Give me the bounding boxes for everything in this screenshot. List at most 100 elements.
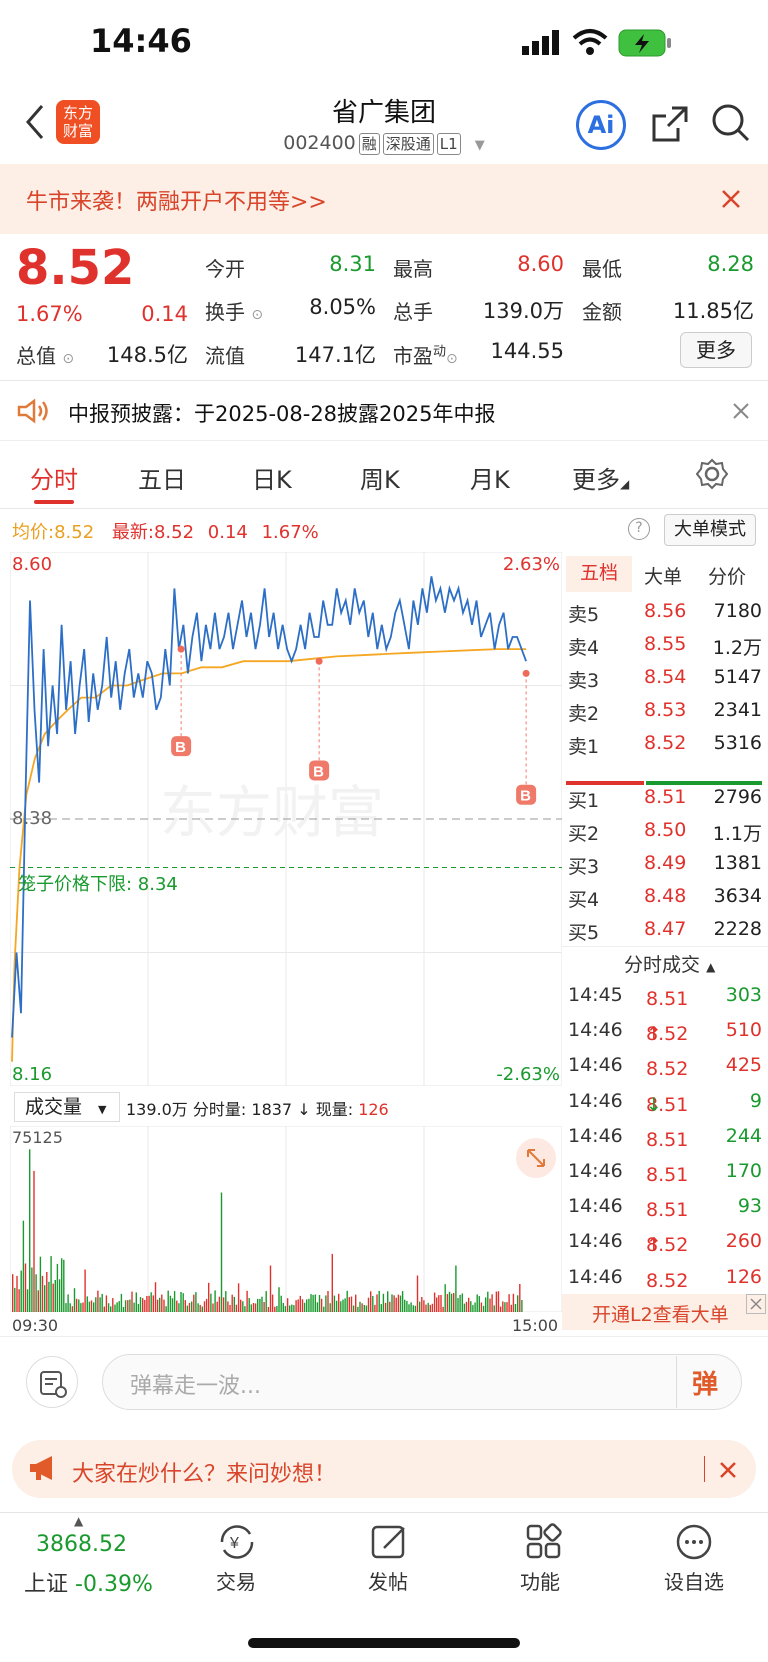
notice-text[interactable]: 中报预披露：于2025-08-28披露2025年中报: [68, 402, 496, 426]
volume-bar: [384, 1302, 387, 1312]
orderbook-tab-big[interactable]: 大单: [644, 566, 683, 588]
buy-marker[interactable]: [516, 784, 537, 805]
comment-input[interactable]: [102, 1354, 742, 1410]
volume-bar: [450, 1293, 453, 1312]
megaphone-icon: [28, 1454, 58, 1486]
bid-volume: 2796: [713, 786, 762, 808]
ask-banner[interactable]: [12, 1440, 756, 1498]
turnover-label: 换手 ⊙: [205, 300, 264, 324]
watchlist-icon[interactable]: [674, 1522, 714, 1566]
volume-bar: [519, 1284, 521, 1312]
volume-chart[interactable]: [10, 1126, 562, 1312]
buy-marker[interactable]: [171, 736, 192, 757]
volume-bar: [186, 1305, 189, 1312]
volume-bar: [399, 1295, 402, 1312]
volume-bar: [380, 1304, 382, 1312]
post-icon[interactable]: [370, 1522, 410, 1566]
search-icon[interactable]: [710, 102, 752, 148]
high-value: 8.60: [517, 252, 564, 276]
volume-bar: [88, 1301, 91, 1312]
promo-text[interactable]: 牛市来袭！两融开户不用等>>: [26, 190, 327, 215]
bid-row[interactable]: 买2 8.50 1.1万: [566, 815, 766, 848]
nav-post[interactable]: 发帖: [368, 1570, 408, 1594]
tab-monthly-k[interactable]: 月K: [470, 466, 510, 494]
index-row[interactable]: 上证 -0.39%: [24, 1572, 153, 1597]
info-icon[interactable]: ⊙: [251, 307, 264, 323]
bid-label: 买2: [568, 823, 600, 845]
share-icon[interactable]: [650, 104, 690, 148]
ask-volume: 1.2万: [712, 637, 762, 659]
bid-row[interactable]: 买1 8.51 2796: [566, 782, 766, 815]
l2-promo-bar[interactable]: [562, 1294, 768, 1330]
dropdown-icon[interactable]: ▼: [474, 138, 485, 153]
help-icon[interactable]: ?: [628, 518, 650, 540]
stock-name: 省广集团: [331, 98, 436, 128]
trade-icon[interactable]: ¥: [216, 1522, 258, 1566]
volume-bar: [263, 1302, 265, 1312]
bid-row[interactable]: 买4 8.48 3634: [566, 881, 766, 914]
more-button[interactable]: 更多: [680, 332, 752, 368]
tab-daily-k[interactable]: 日K: [252, 466, 292, 494]
volume-bar: [216, 1301, 218, 1312]
tab-5day[interactable]: 五日: [138, 466, 186, 494]
comment-list-icon[interactable]: [26, 1356, 78, 1408]
expand-icon[interactable]: [516, 1138, 556, 1178]
info-icon[interactable]: ⊙: [446, 351, 458, 367]
volume-bar: [29, 1149, 31, 1312]
volume-bar: [286, 1298, 289, 1312]
back-icon[interactable]: [24, 104, 46, 144]
volume-bar: [429, 1304, 431, 1312]
ask-row[interactable]: 卖4 8.55 1.2万: [566, 629, 766, 662]
volume-bar: [352, 1305, 355, 1312]
chart-header: 均价:8.52 最新:8.52 0.14 1.67%: [12, 522, 319, 543]
volume-bar: [176, 1300, 178, 1312]
nav-trade[interactable]: 交易: [216, 1570, 256, 1594]
ai-button[interactable]: Ai: [576, 100, 626, 150]
index-value[interactable]: 3868.52: [36, 1532, 127, 1557]
orderbook-tab-price[interactable]: 分价: [708, 566, 747, 588]
mktcap-label: 总值 ⊙: [16, 344, 75, 368]
ask-row[interactable]: 卖3 8.54 5147: [566, 662, 766, 695]
nav-add-watchlist[interactable]: 设自选: [664, 1570, 724, 1594]
ask-banner-text[interactable]: 大家在炒什么？来问妙想！: [72, 1462, 337, 1487]
volume-bar: [267, 1307, 270, 1312]
volume-bar: [297, 1299, 299, 1312]
nav-function[interactable]: 功能: [520, 1570, 560, 1594]
danmaku-send-button[interactable]: 弹: [692, 1370, 719, 1400]
trade-tick-row: 14:46 8.52 ↑ 510: [568, 1019, 762, 1046]
close-icon[interactable]: [718, 1460, 738, 1484]
info-icon[interactable]: ⊙: [62, 351, 75, 367]
settings-icon[interactable]: [695, 458, 729, 494]
volume-selector[interactable]: 成交量 ▼: [14, 1092, 120, 1122]
ask-row[interactable]: 卖5 8.56 7180: [566, 596, 766, 629]
ask-row[interactable]: 卖2 8.53 2341: [566, 695, 766, 728]
tab-weekly-k[interactable]: 周K: [360, 466, 400, 494]
bid-price: 8.47: [644, 918, 687, 940]
tab-more[interactable]: 更多◢: [572, 466, 630, 494]
ticks-title[interactable]: 分时成交 ▲: [624, 954, 716, 976]
orderbook-tab-level5[interactable]: 五档: [566, 556, 632, 592]
ask-row[interactable]: 卖1 8.52 5316: [566, 728, 766, 761]
volume-bar: [178, 1303, 180, 1312]
close-icon[interactable]: [746, 1294, 766, 1314]
volume-bar: [18, 1289, 20, 1312]
volume-bar: [265, 1291, 267, 1312]
tab-intraday[interactable]: 分时: [30, 466, 78, 494]
close-icon[interactable]: [720, 188, 742, 214]
function-icon[interactable]: [524, 1522, 564, 1566]
close-icon[interactable]: [732, 402, 750, 424]
volume-bar: [485, 1297, 487, 1312]
bid-row[interactable]: 买3 8.49 1381: [566, 848, 766, 881]
buy-marker[interactable]: [309, 760, 330, 781]
promo-banner[interactable]: [0, 164, 768, 234]
bid-row[interactable]: 买5 8.47 2228: [566, 914, 766, 947]
intraday-chart[interactable]: 东方财富 B B B: [10, 552, 562, 1086]
volume-bar: [227, 1301, 229, 1312]
tick-volume: 510: [725, 1019, 762, 1042]
volume-bar: [80, 1303, 82, 1312]
volume-bar: [401, 1291, 404, 1312]
l2-promo-text[interactable]: 开通L2查看大单: [592, 1304, 729, 1326]
big-order-mode-button[interactable]: 大单模式: [664, 514, 756, 546]
volume-bar: [372, 1296, 374, 1312]
volume-bar: [82, 1302, 84, 1312]
